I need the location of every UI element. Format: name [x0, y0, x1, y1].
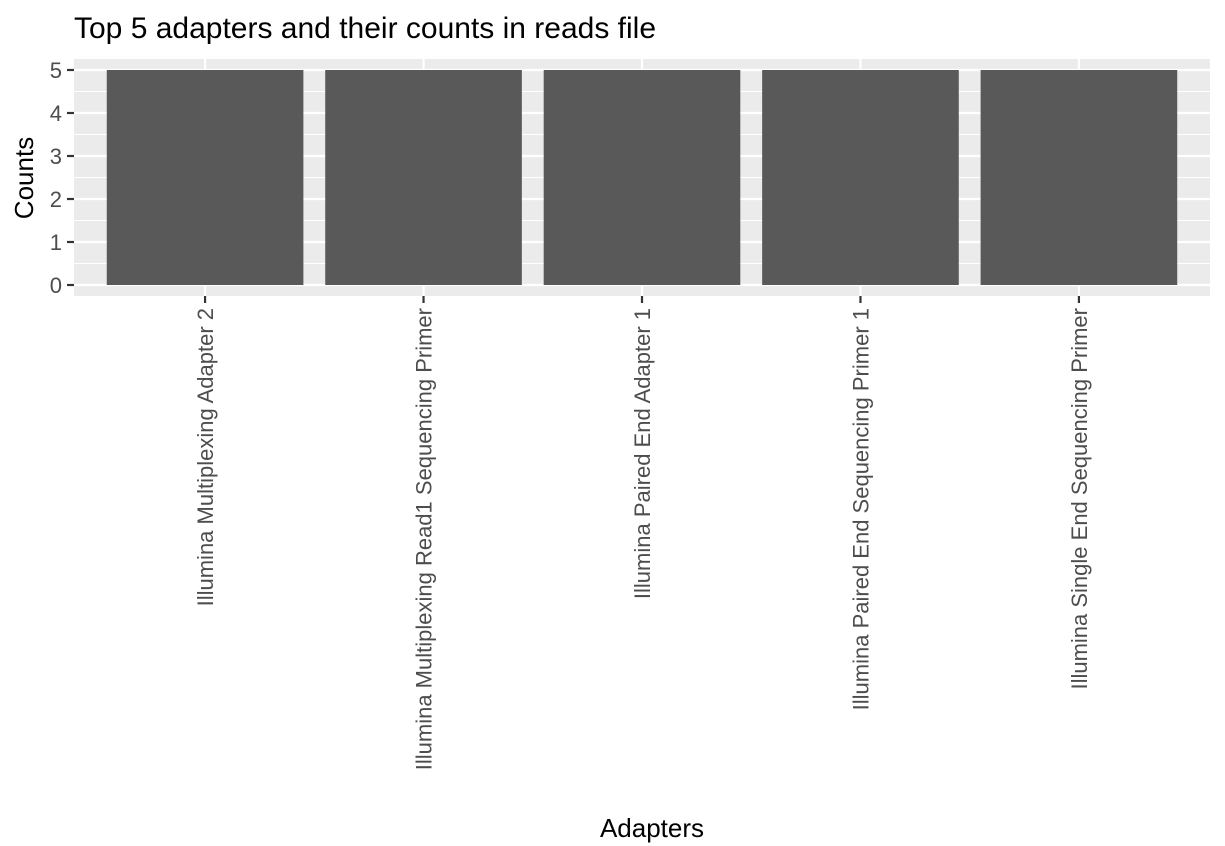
y-axis-title: Counts — [9, 137, 39, 219]
bars — [106, 70, 1178, 285]
y-axis: 0 1 2 3 4 5 — [50, 58, 74, 298]
bar — [106, 70, 304, 285]
x-tick-label: Illumina Multiplexing Adapter 2 — [193, 308, 218, 606]
y-tick-label: 0 — [50, 273, 62, 298]
x-tick-label: Illumina Paired End Sequencing Primer 1 — [848, 308, 873, 710]
bar — [543, 70, 741, 285]
bar — [762, 70, 959, 285]
x-tick-label: Illumina Single End Sequencing Primer — [1067, 308, 1092, 690]
x-tick-label: Illumina Multiplexing Read1 Sequencing P… — [412, 308, 437, 770]
y-tick-label: 1 — [50, 230, 62, 255]
y-tick-label: 4 — [50, 101, 62, 126]
x-axis: Illumina Multiplexing Adapter 2 Illumina … — [193, 296, 1092, 770]
bar — [325, 70, 522, 285]
x-tick-label: Illumina Paired End Adapter 1 — [630, 308, 655, 599]
y-tick-label: 2 — [50, 187, 62, 212]
x-axis-title: Adapters — [600, 813, 704, 843]
bar — [980, 70, 1178, 285]
chart-title: Top 5 adapters and their counts in reads… — [74, 12, 656, 45]
y-tick-label: 3 — [50, 144, 62, 169]
y-tick-label: 5 — [50, 58, 62, 83]
